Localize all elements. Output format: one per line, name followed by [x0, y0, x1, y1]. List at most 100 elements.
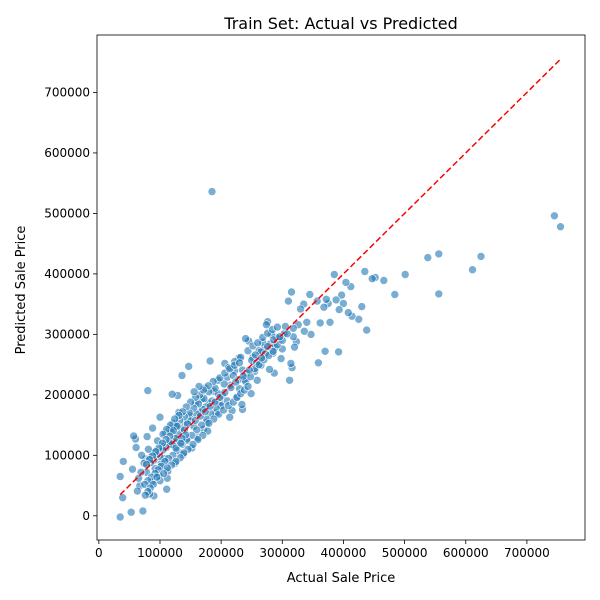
data-point — [200, 407, 210, 417]
data-point — [225, 412, 234, 422]
data-point — [320, 346, 330, 356]
data-point — [231, 377, 241, 387]
y-tick-label: 700000 — [44, 85, 90, 99]
data-point — [133, 486, 142, 496]
data-point — [207, 187, 217, 196]
data-point — [141, 490, 150, 500]
x-tick-label: 100000 — [137, 546, 183, 560]
data-point — [325, 317, 335, 327]
data-point — [367, 274, 377, 284]
data-point — [556, 222, 565, 231]
y-tick-label: 300000 — [44, 327, 90, 341]
data-point — [142, 460, 151, 469]
data-point — [285, 375, 294, 385]
data-point — [321, 294, 331, 304]
data-point — [468, 265, 477, 275]
data-point — [204, 418, 214, 428]
data-point — [341, 278, 351, 287]
data-point — [115, 472, 125, 481]
ticks-layer: 0 100000 200000 300000 400000 500000 600000 700… — [44, 85, 550, 560]
data-point — [476, 252, 486, 261]
reference-line-layer — [119, 58, 562, 496]
data-point — [400, 270, 410, 279]
y-axis-label: Predicted Sale Price — [14, 226, 29, 355]
x-tick-label: 300000 — [259, 546, 305, 560]
data-point — [334, 347, 343, 357]
data-point — [550, 211, 559, 221]
data-point — [423, 253, 433, 262]
data-point — [312, 296, 322, 306]
data-point — [331, 295, 341, 305]
data-point — [128, 464, 137, 474]
y-tick-label: 500000 — [44, 206, 90, 220]
data-point — [219, 379, 229, 389]
data-point — [131, 443, 141, 452]
y-tick-label: 200000 — [44, 388, 90, 402]
data-point — [276, 354, 286, 363]
data-point — [263, 342, 272, 351]
plot-frame — [96, 34, 586, 541]
data-point — [302, 317, 312, 327]
data-point — [192, 425, 201, 435]
data-point — [148, 423, 157, 433]
data-point — [235, 358, 244, 368]
data-point — [189, 387, 199, 397]
y-tick-label: 600000 — [44, 146, 90, 160]
x-tick-label: 600000 — [443, 546, 489, 560]
data-point — [339, 299, 348, 308]
data-point — [299, 326, 309, 336]
data-point — [176, 438, 186, 448]
data-point — [241, 334, 250, 343]
data-point — [296, 304, 305, 314]
x-axis-label: Actual Sale Price — [287, 571, 396, 586]
data-point — [284, 296, 293, 306]
data-point — [305, 290, 315, 299]
x-tick-label: 200000 — [198, 546, 244, 560]
data-point — [119, 457, 128, 466]
data-point — [314, 358, 323, 368]
data-point — [159, 469, 168, 478]
data-point — [262, 320, 271, 330]
data-point — [334, 305, 344, 314]
x-tick-label: 700000 — [504, 546, 550, 560]
data-point — [205, 356, 215, 366]
data-point — [290, 342, 299, 352]
data-point — [319, 302, 329, 312]
data-point — [243, 382, 253, 391]
data-point — [115, 512, 125, 522]
reference-line — [119, 58, 562, 496]
data-point — [137, 450, 146, 460]
data-point — [390, 290, 400, 299]
data-point — [118, 493, 127, 503]
data-point — [142, 432, 152, 441]
chart-title: Train Set: Actual vs Predicted — [223, 14, 457, 33]
x-tick-label: 400000 — [321, 546, 367, 560]
data-point — [152, 472, 162, 482]
y-tick-label: 0 — [82, 509, 90, 523]
data-point — [362, 325, 372, 335]
y-tick-label: 100000 — [44, 448, 90, 462]
data-point — [288, 323, 298, 333]
data-point — [184, 362, 193, 371]
data-point — [177, 371, 187, 380]
data-point — [434, 249, 444, 259]
data-point — [287, 287, 296, 297]
data-point — [286, 359, 296, 368]
data-point — [134, 473, 143, 483]
data-point — [273, 322, 282, 332]
data-point — [129, 431, 138, 441]
data-point — [343, 308, 353, 317]
data-point — [194, 382, 204, 391]
data-point — [155, 412, 165, 422]
data-point — [143, 386, 153, 395]
data-point — [246, 389, 256, 398]
data-point — [162, 484, 171, 494]
x-tick-label: 500000 — [382, 546, 428, 560]
axes-layer — [96, 34, 586, 541]
data-point — [252, 375, 262, 385]
data-point — [268, 346, 278, 356]
data-point — [237, 400, 247, 409]
data-point — [167, 389, 177, 399]
y-tick-label: 400000 — [44, 267, 90, 281]
